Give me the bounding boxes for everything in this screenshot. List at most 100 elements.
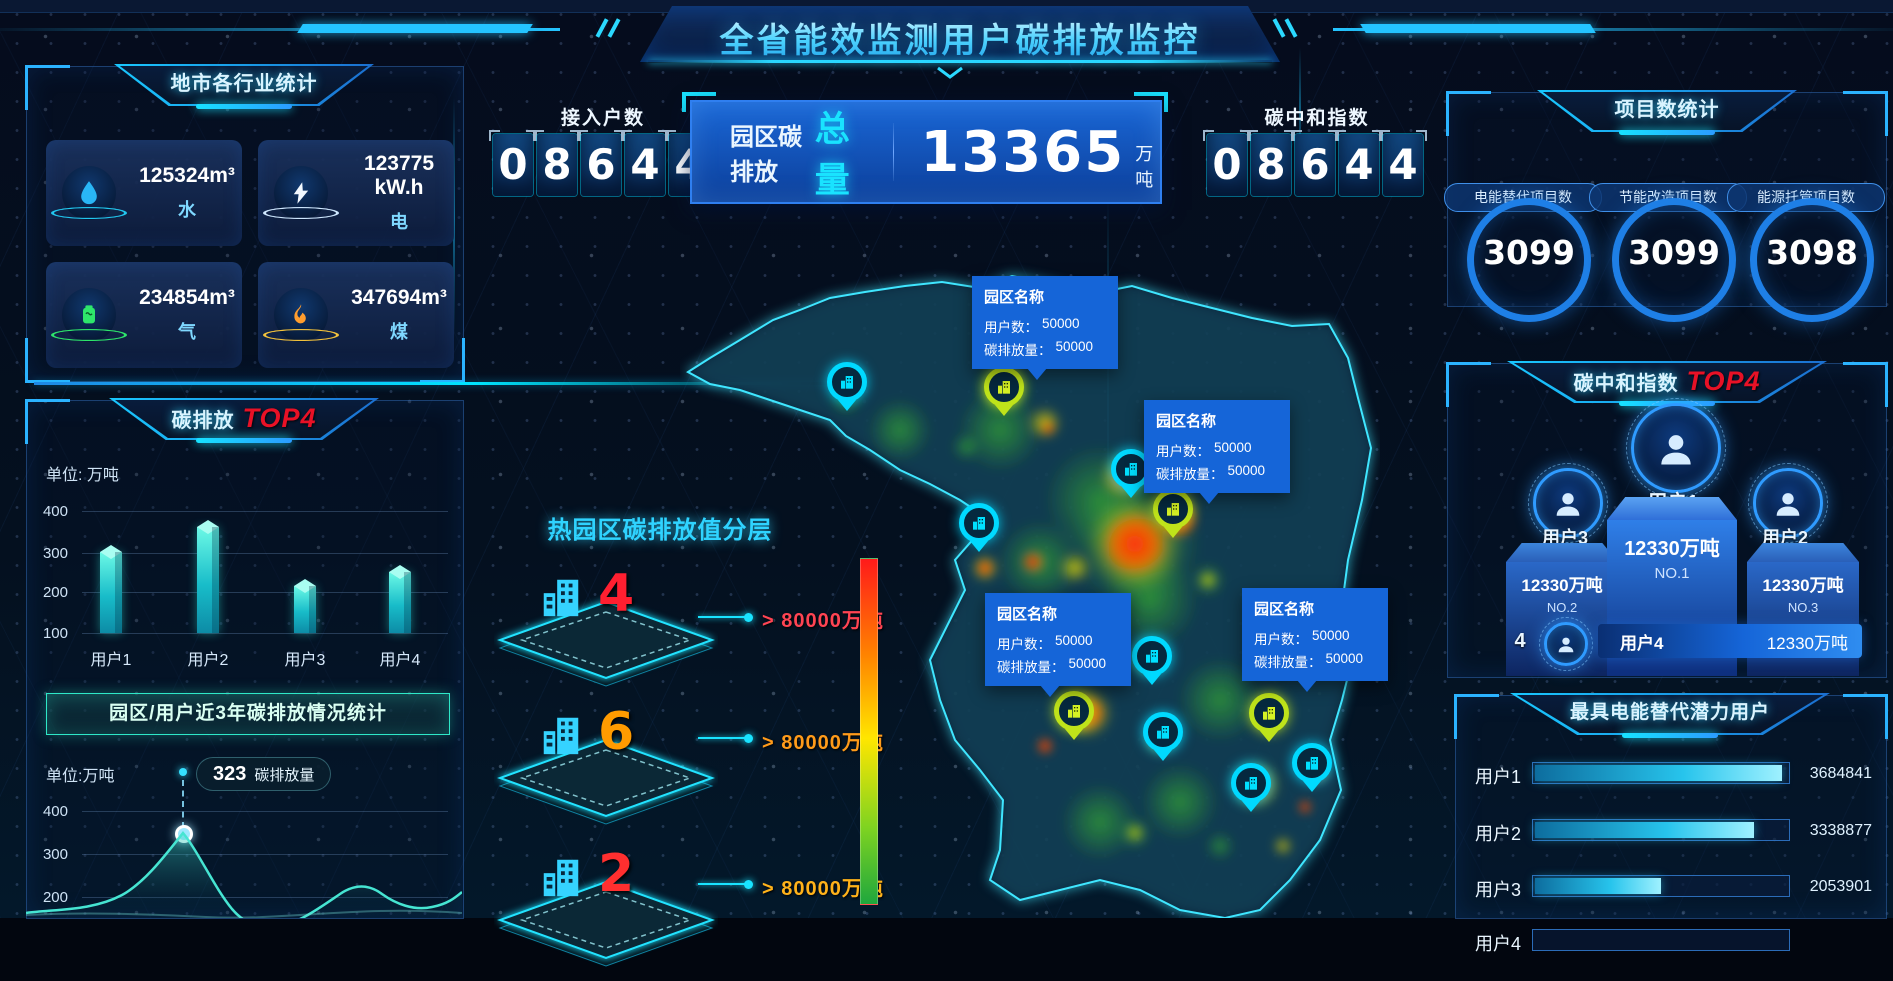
building-icon — [543, 717, 579, 755]
tooltip-dot — [179, 768, 187, 776]
digit-box: 0 — [1203, 130, 1251, 196]
map-tooltip: 园区名称 用户数： 50000 碳排放量： 50000 — [972, 276, 1118, 380]
header-plate — [640, 6, 1280, 62]
header-wing-segment — [1360, 24, 1596, 33]
podium-block-top — [1506, 543, 1618, 562]
layer-threshold: > 80000万吨 — [762, 878, 884, 900]
header-slash — [1272, 18, 1286, 38]
digit-box: 4 — [621, 130, 669, 196]
layer-threshold: > 80000万吨 — [762, 732, 884, 754]
potential-users-title: 最具电能替代潜力用户 — [1510, 693, 1830, 738]
connector-line — [698, 737, 746, 739]
corner-bracket — [682, 92, 716, 112]
map-pin-building[interactable] — [1143, 712, 1183, 752]
stat-card-coal: 347694m³ 煤 — [258, 262, 454, 368]
digit-box: 6 — [577, 130, 625, 196]
top4-badge: TOP4 — [1686, 366, 1761, 396]
water-drop-icon — [62, 166, 116, 220]
tooltip-dash-line — [182, 780, 184, 828]
header-slash — [607, 18, 621, 38]
access-users-label: 接入户数 — [560, 108, 645, 129]
map-pin-building[interactable] — [1231, 763, 1271, 803]
user-avatar-first — [1626, 398, 1726, 498]
podium-block-third: 12330万吨 NO.3 — [1747, 562, 1859, 676]
layer-count: 4 — [598, 564, 635, 624]
map-pin-building[interactable] — [984, 367, 1024, 407]
emission-top4-panel — [25, 399, 464, 919]
heat-color-scale — [860, 558, 878, 905]
user-icon — [1776, 493, 1800, 516]
bar-chart-unit: 单位: 万吨 — [46, 467, 119, 484]
page-title: 全省能效监测用户碳排放监控 — [666, 13, 1254, 62]
industry-panel-title: 地市各行业统计 — [114, 64, 374, 109]
stat-card-gas: 234854m³ 气 — [46, 262, 242, 368]
chevron-down-icon — [937, 66, 963, 79]
podium-block-top — [1607, 497, 1737, 520]
building-icon — [543, 579, 579, 617]
project-count: 3099 — [1612, 198, 1736, 322]
layer-threshold: > 80000万吨 — [762, 610, 884, 632]
trend-chart-unit: 单位:万吨 — [46, 768, 115, 785]
heat-layers-title: 热园区碳排放值分层 — [547, 517, 773, 544]
user-icon — [1556, 493, 1580, 516]
connector-dot — [744, 880, 753, 889]
neutral-index-label: 碳中和指数 — [1264, 108, 1370, 129]
layer-count: 2 — [598, 844, 635, 904]
digit-box: 6 — [1291, 130, 1339, 196]
user-avatar-second — [1528, 463, 1608, 543]
building-icon — [543, 859, 579, 897]
map-pin-building[interactable] — [959, 503, 999, 543]
map-pin-building[interactable] — [827, 362, 867, 402]
total-emission-value: 13365 — [920, 119, 1126, 185]
history-stats-button[interactable]: 园区/用户近3年碳排放情况统计 — [46, 693, 450, 735]
trend-area — [26, 831, 462, 918]
map-pin-building[interactable] — [1054, 691, 1094, 731]
fourth-rank-index: 4 — [1514, 630, 1526, 652]
projects-panel-title: 项目数统计 — [1537, 90, 1797, 135]
header-slash — [595, 18, 609, 38]
user-avatar-fourth — [1539, 617, 1593, 671]
top4-badge: TOP4 — [242, 403, 317, 433]
user-avatar-third — [1748, 463, 1828, 543]
total-emission-unit: 万吨 — [1135, 144, 1154, 190]
connector-line — [698, 616, 746, 618]
heat-layer-1: 4 — [494, 564, 718, 696]
connector-dot — [744, 734, 753, 743]
digit-box: 8 — [1247, 130, 1295, 196]
header-wing-left — [0, 28, 560, 31]
map-tooltip: 园区名称 用户数： 50000 碳排放量： 50000 — [1144, 400, 1290, 504]
corner-bracket — [1134, 92, 1168, 112]
user-icon — [1661, 435, 1691, 465]
project-count: 3098 — [1750, 198, 1874, 322]
total-emission-highlight: 总量 — [814, 110, 850, 200]
digit-box: 4 — [1335, 130, 1383, 196]
gas-tank-icon — [62, 288, 116, 342]
map-pin-building[interactable] — [1153, 489, 1193, 529]
divider — [892, 123, 895, 181]
layer-count: 6 — [598, 702, 635, 762]
header-plate-edge — [648, 60, 1272, 63]
total-emission-panel: 园区碳排放 总量 13365 万吨 — [690, 100, 1162, 204]
trend-tooltip: 323 碳排放量 — [196, 757, 332, 791]
map-tooltip: 园区名称 用户数： 50000 碳排放量： 50000 — [985, 593, 1131, 697]
connector-dot — [744, 613, 753, 622]
map-pin-building[interactable] — [1292, 743, 1332, 783]
bar-chart-plot — [82, 511, 448, 633]
neutral-top4-title: 碳中和指数 TOP4 — [1507, 361, 1827, 406]
connector-line — [698, 883, 746, 885]
emission-top4-title: 碳排放 TOP4 — [109, 398, 379, 443]
flame-icon — [274, 288, 328, 342]
map-pin-building[interactable] — [1132, 636, 1172, 676]
decor-beam — [453, 98, 455, 338]
header-slash — [1284, 18, 1298, 38]
total-emission-prefix: 园区碳排放 — [730, 124, 802, 186]
map-pin-building[interactable] — [1249, 693, 1289, 733]
podium-block-top — [1747, 543, 1859, 562]
user-icon — [1558, 637, 1574, 653]
header-wing-segment — [297, 24, 533, 33]
map-tooltip: 园区名称 用户数： 50000 碳排放量： 50000 — [1242, 588, 1388, 692]
stat-card-water: 125324m³ 水 — [46, 140, 242, 246]
decor-line — [34, 382, 834, 385]
lightning-icon — [274, 166, 328, 220]
digit-box: 8 — [533, 130, 581, 196]
